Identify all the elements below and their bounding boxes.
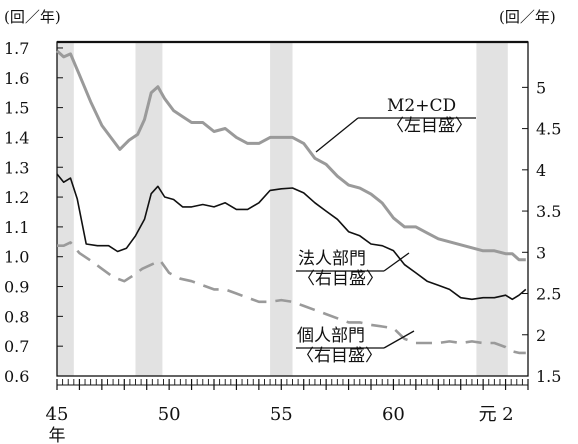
right-tick-label: 3 bbox=[536, 243, 546, 262]
left-tick-label: 1.4 bbox=[4, 128, 29, 147]
corp-series-label: 法人部門 〈右目盛〉 bbox=[298, 249, 383, 289]
right-tick-label: 2 bbox=[536, 326, 546, 345]
shaded-period-0 bbox=[57, 42, 74, 376]
x-tick-label: 元 bbox=[479, 404, 497, 425]
left-tick-label: 1.0 bbox=[4, 248, 29, 267]
shaded-period-1 bbox=[135, 42, 163, 376]
m2-series-name: M2+CD bbox=[387, 96, 457, 116]
indiv-scale-note: 〈右目盛〉 bbox=[297, 346, 382, 366]
corp-series-name: 法人部門 bbox=[298, 249, 366, 269]
x-tick-label: 50 bbox=[158, 404, 181, 425]
shaded-period-3 bbox=[476, 42, 508, 376]
m2-series-label: M2+CD 〈左目盛〉 bbox=[387, 96, 472, 136]
annotation-leaders bbox=[296, 117, 476, 349]
x-axis-year-suffix: 年 bbox=[49, 426, 66, 444]
indiv-series-label: 個人部門 〈右目盛〉 bbox=[297, 326, 382, 366]
individual-sector-line bbox=[57, 241, 526, 355]
axes: 1.7 1.6 1.5 1.4 1.3 1.2 1.1 1.0 0.9 0.8 0.7 0.6 5 4.5… bbox=[4, 39, 561, 444]
corp-scale-note: 〈右目盛〉 bbox=[298, 269, 383, 289]
left-tick-label: 1.1 bbox=[4, 218, 29, 237]
m2-leader-line bbox=[315, 117, 359, 153]
x-tick-label: 60 bbox=[382, 404, 405, 425]
right-tick-label: 3.5 bbox=[536, 202, 561, 221]
corp-leader-line bbox=[383, 252, 410, 272]
left-tick-label: 1.5 bbox=[4, 99, 29, 118]
left-axis-unit: (回／年) bbox=[4, 8, 61, 26]
left-tick-label: 1.2 bbox=[4, 188, 29, 207]
left-tick-label: 0.8 bbox=[4, 307, 29, 326]
series-lines bbox=[55, 49, 527, 355]
right-tick-label: 4.5 bbox=[536, 120, 561, 139]
indiv-series-name: 個人部門 bbox=[297, 326, 365, 346]
left-tick-label: 0.7 bbox=[4, 337, 29, 356]
left-tick-label: 1.3 bbox=[4, 158, 29, 177]
right-tick-label: 1.5 bbox=[536, 367, 561, 386]
recession-shading bbox=[57, 42, 508, 376]
left-tick-label: 1.6 bbox=[4, 69, 29, 88]
left-tick-label: 1.7 bbox=[4, 39, 29, 58]
right-tick-label: 4 bbox=[536, 161, 546, 180]
x-tick-label: 45 bbox=[46, 404, 69, 425]
right-tick-label: 2.5 bbox=[536, 285, 561, 304]
right-tick-label: 5 bbox=[536, 78, 546, 97]
corporate-sector-line bbox=[56, 173, 527, 301]
m2-scale-note: 〈左目盛〉 bbox=[387, 116, 472, 136]
x-tick-label: 2 bbox=[502, 404, 513, 425]
x-tick-label: 55 bbox=[270, 404, 293, 425]
right-axis-unit: (回／年) bbox=[499, 8, 556, 26]
left-tick-label: 0.6 bbox=[4, 367, 29, 386]
m2-cd-line bbox=[55, 49, 526, 262]
left-tick-label: 0.9 bbox=[4, 278, 29, 297]
indiv-leader-line bbox=[383, 330, 415, 349]
shaded-period-2 bbox=[270, 42, 293, 376]
